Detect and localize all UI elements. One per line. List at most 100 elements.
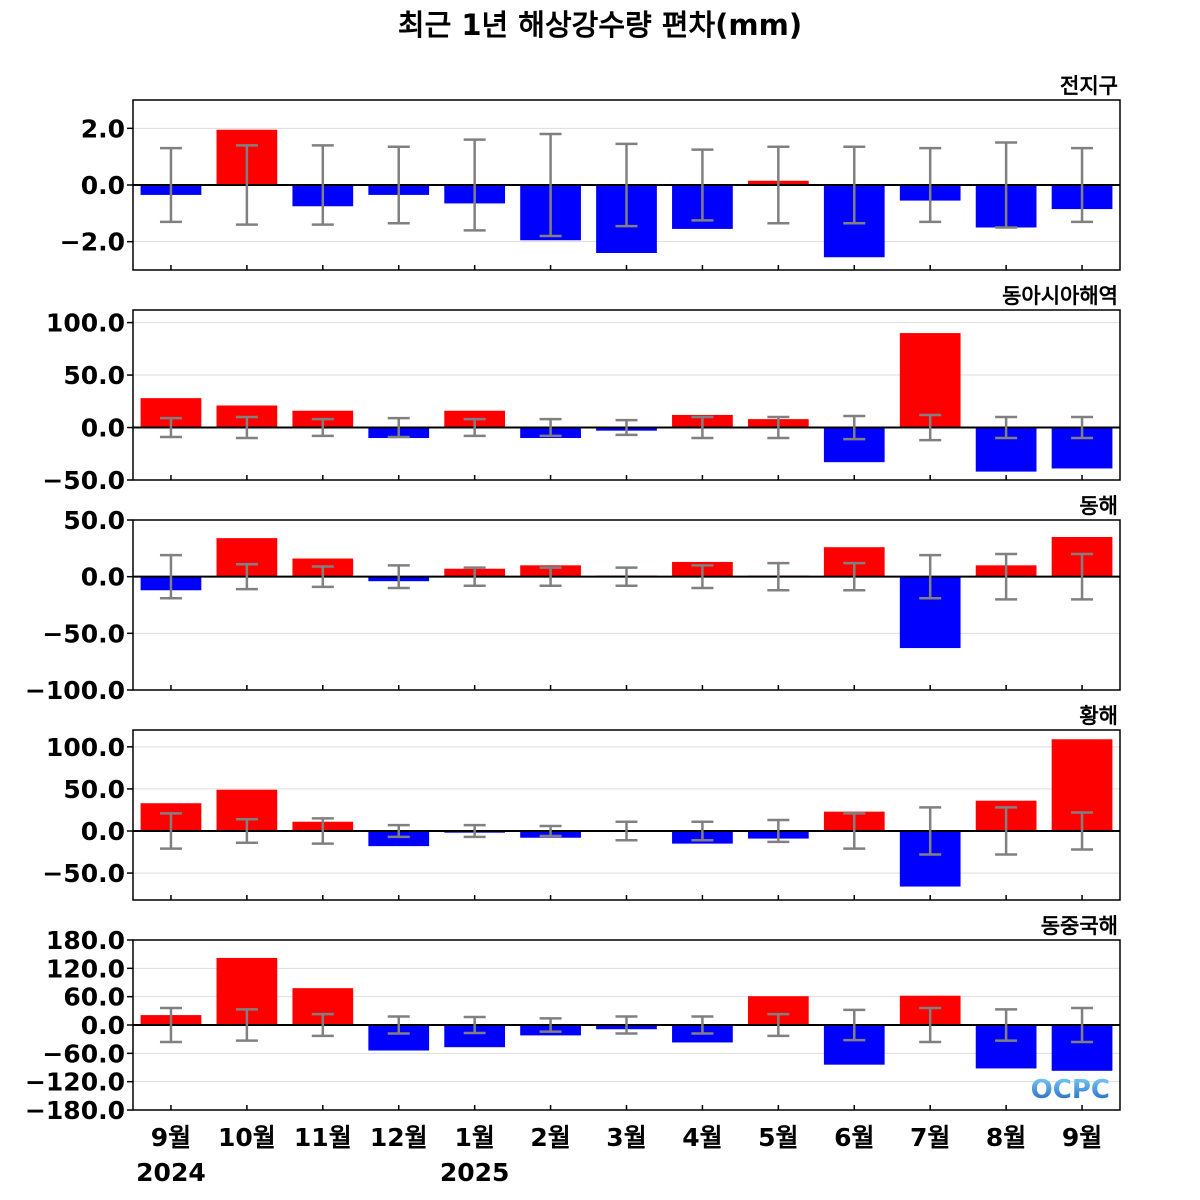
error-bar <box>311 1012 334 1038</box>
plot-frame <box>132 519 1121 691</box>
y-tick-label: 0.0 <box>81 171 125 200</box>
error-bar <box>995 141 1018 229</box>
error-bar <box>995 552 1018 601</box>
error-bar <box>235 144 258 226</box>
error-bar <box>159 553 182 600</box>
panel-2: −50.0 0.0 50.0 100.0 동아시아해역 <box>42 284 1121 495</box>
error-bar <box>919 413 942 442</box>
error-bar <box>235 1008 258 1042</box>
ocpc-logo: OCPC <box>1031 1075 1110 1105</box>
y-tick-label: −120.0 <box>25 1068 125 1097</box>
error-bar <box>1071 1006 1094 1044</box>
error-bar <box>235 415 258 440</box>
month-label: 9월 <box>1062 1123 1102 1152</box>
error-bar <box>919 146 942 224</box>
bar <box>368 830 430 847</box>
error-bar <box>615 820 638 842</box>
panel-title: 동해 <box>1079 494 1118 518</box>
y-tick-label: 0.0 <box>81 414 125 443</box>
y-tick-label: −50.0 <box>42 619 125 648</box>
error-bar <box>615 1015 638 1035</box>
month-label: 9월 <box>151 1123 191 1152</box>
month-label: 3월 <box>606 1123 646 1152</box>
error-bar <box>311 565 334 589</box>
y-tick-label: −60.0 <box>42 1039 125 1068</box>
bar <box>444 1025 506 1048</box>
error-bar <box>919 553 942 600</box>
error-bar <box>995 806 1018 856</box>
error-bar <box>919 806 942 856</box>
y-tick-label: −50.0 <box>42 859 125 888</box>
error-bar <box>767 561 790 592</box>
error-bar <box>1071 415 1094 440</box>
month-label: 2월 <box>530 1123 570 1152</box>
error-bar <box>463 1015 486 1035</box>
error-bar <box>159 812 182 850</box>
error-bar <box>463 138 486 232</box>
error-bar <box>311 817 334 845</box>
panel-title: 동중국해 <box>1041 914 1118 938</box>
error-bar <box>235 817 258 845</box>
error-bar <box>387 564 410 590</box>
error-bar <box>539 566 562 587</box>
panel-title: 동아시아해역 <box>1002 284 1118 308</box>
plot-frame <box>132 309 1121 481</box>
error-bar <box>311 417 334 438</box>
error-bar <box>463 823 486 839</box>
error-bar <box>539 1017 562 1033</box>
y-tick-label: 50.0 <box>63 361 125 390</box>
panel-title: 황해 <box>1079 704 1118 728</box>
error-bar <box>843 145 866 225</box>
year-label: 2024 <box>136 1158 206 1187</box>
y-tick-label: 50.0 <box>63 506 125 535</box>
error-bar <box>843 561 866 592</box>
error-bar <box>387 145 410 225</box>
error-bar <box>767 415 790 440</box>
error-bar <box>539 417 562 438</box>
error-bar <box>615 418 638 437</box>
panel-title: 전지구 <box>1060 74 1118 98</box>
y-tick-label: −50.0 <box>42 466 125 495</box>
error-bar <box>539 132 562 238</box>
error-bar <box>691 148 714 222</box>
y-tick-label: 0.0 <box>81 1011 125 1040</box>
month-label: 1월 <box>454 1123 494 1152</box>
y-tick-label: −2.0 <box>60 228 125 257</box>
bar <box>899 333 961 428</box>
y-tick-label: −180.0 <box>25 1096 125 1125</box>
error-bar <box>235 562 258 591</box>
error-bar <box>311 144 334 226</box>
y-tick-label: 0.0 <box>81 563 125 592</box>
error-bar <box>159 1006 182 1044</box>
error-bar <box>159 416 182 439</box>
error-bar <box>691 415 714 440</box>
month-label: 12월 <box>370 1123 428 1152</box>
error-bar <box>539 824 562 838</box>
error-bar <box>387 1015 410 1035</box>
year-label: 2025 <box>440 1158 510 1187</box>
error-bar <box>1071 811 1094 851</box>
panel-3: −100.0 −50.0 0.0 50.0 동해 <box>25 494 1121 705</box>
error-bar <box>767 145 790 225</box>
error-bar <box>1071 552 1094 601</box>
error-bar <box>615 142 638 228</box>
month-label: 11월 <box>294 1123 352 1152</box>
error-bar <box>463 417 486 438</box>
error-bar <box>843 414 866 441</box>
month-label: 7월 <box>910 1123 950 1152</box>
error-bar <box>995 415 1018 440</box>
panel-1: −2.0 0.0 2.0 전지구 <box>60 74 1121 271</box>
y-tick-label: 60.0 <box>63 983 125 1012</box>
error-bar <box>387 416 410 439</box>
chart-title: 최근 1년 해상강수량 편차(mm) <box>397 8 803 42</box>
error-bar <box>767 1012 790 1038</box>
panel-4: −50.0 0.0 50.0 100.0 황해 <box>42 704 1121 901</box>
y-tick-label: 100.0 <box>46 309 125 338</box>
month-label: 4월 <box>682 1123 722 1152</box>
y-tick-label: 0.0 <box>81 817 125 846</box>
month-label: 10월 <box>218 1123 276 1152</box>
y-tick-label: 120.0 <box>46 954 125 983</box>
month-label: 5월 <box>758 1123 798 1152</box>
